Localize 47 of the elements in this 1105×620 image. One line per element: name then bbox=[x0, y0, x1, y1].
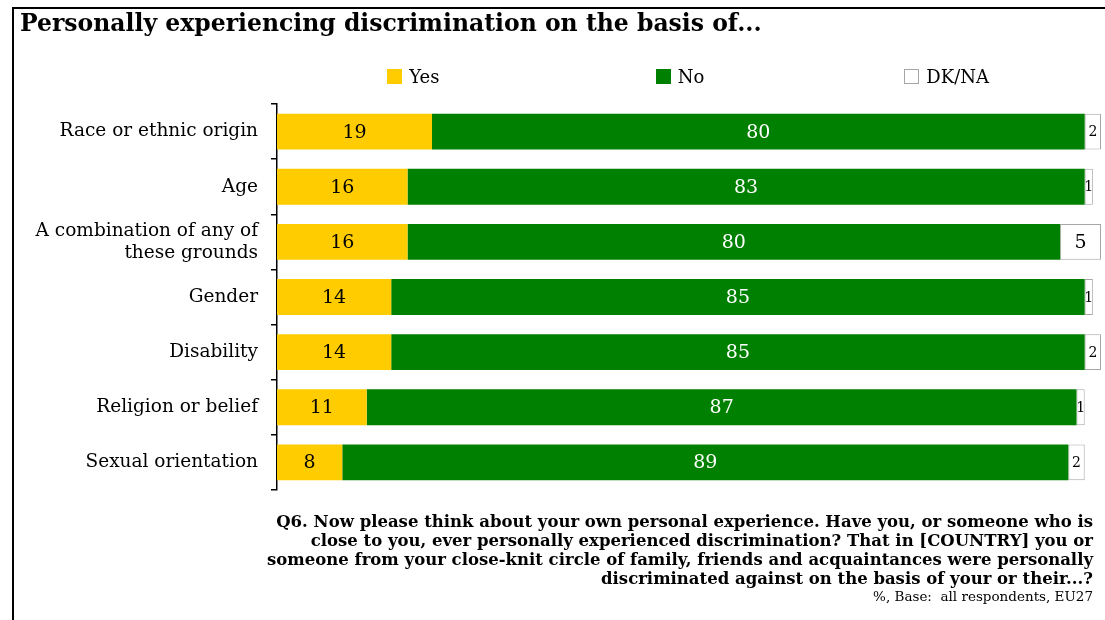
y-tick-label: Disability bbox=[169, 339, 259, 361]
data-label: 19 bbox=[342, 119, 367, 142]
data-label: 2 bbox=[1088, 343, 1098, 360]
y-tick-label: Sexual orientation bbox=[85, 450, 259, 472]
y-tick-label: A combination of any of these grounds bbox=[34, 218, 260, 262]
data-label: 1 bbox=[1076, 398, 1086, 415]
data-label: 85 bbox=[725, 340, 751, 363]
data-label: 83 bbox=[734, 174, 759, 197]
bar bbox=[277, 444, 343, 481]
bar bbox=[407, 168, 1085, 205]
data-label: 80 bbox=[721, 229, 746, 252]
bar bbox=[407, 223, 1061, 260]
bar bbox=[277, 389, 367, 426]
data-label: 80 bbox=[746, 119, 771, 142]
chart-title: Personally experiencing discrimination on the basis of... bbox=[20, 9, 762, 37]
y-tick-label: Race or ethnic origin bbox=[59, 119, 259, 141]
bar bbox=[277, 334, 392, 371]
bar bbox=[391, 279, 1085, 315]
y-tick-label: Religion or belief bbox=[96, 395, 260, 417]
data-label: 2 bbox=[1072, 453, 1081, 470]
data-label: 87 bbox=[709, 395, 734, 418]
y-tick-label: Age bbox=[220, 174, 259, 196]
data-label: 14 bbox=[322, 340, 347, 363]
data-label: 14 bbox=[322, 284, 347, 307]
data-label: 89 bbox=[693, 450, 718, 473]
y-tick-label: Gender bbox=[188, 284, 259, 306]
data-label: 16 bbox=[330, 174, 355, 197]
bar bbox=[277, 223, 408, 260]
bar bbox=[432, 113, 1085, 150]
data-label: 85 bbox=[725, 284, 751, 307]
data-label: 16 bbox=[330, 229, 355, 252]
data-label: 11 bbox=[309, 395, 334, 418]
text: %, Base: all respondents, EU27 bbox=[872, 588, 1093, 605]
legend-label: Yes bbox=[409, 66, 440, 87]
text: Q6. Now please think about your own personal experience. Have you, or someone who is close to you, ever personally experienced discrimination? That in [COUNTRY] you or someone from your close-knit circle of family, friends and acquaintances were personally discriminated against on the basis of your or their...? bbox=[267, 512, 1093, 588]
bar bbox=[277, 113, 433, 150]
data-label: 2 bbox=[1088, 123, 1098, 140]
legend-label: No bbox=[677, 66, 705, 87]
bar bbox=[366, 389, 1077, 426]
data-label: 1 bbox=[1084, 288, 1094, 305]
bar bbox=[277, 168, 408, 205]
bar bbox=[277, 279, 392, 315]
data-label: 1 bbox=[1084, 178, 1094, 195]
data-label: 5 bbox=[1074, 229, 1087, 252]
data-label: 8 bbox=[303, 450, 316, 473]
legend-label: DK/NA bbox=[926, 66, 990, 87]
bar bbox=[391, 334, 1085, 371]
